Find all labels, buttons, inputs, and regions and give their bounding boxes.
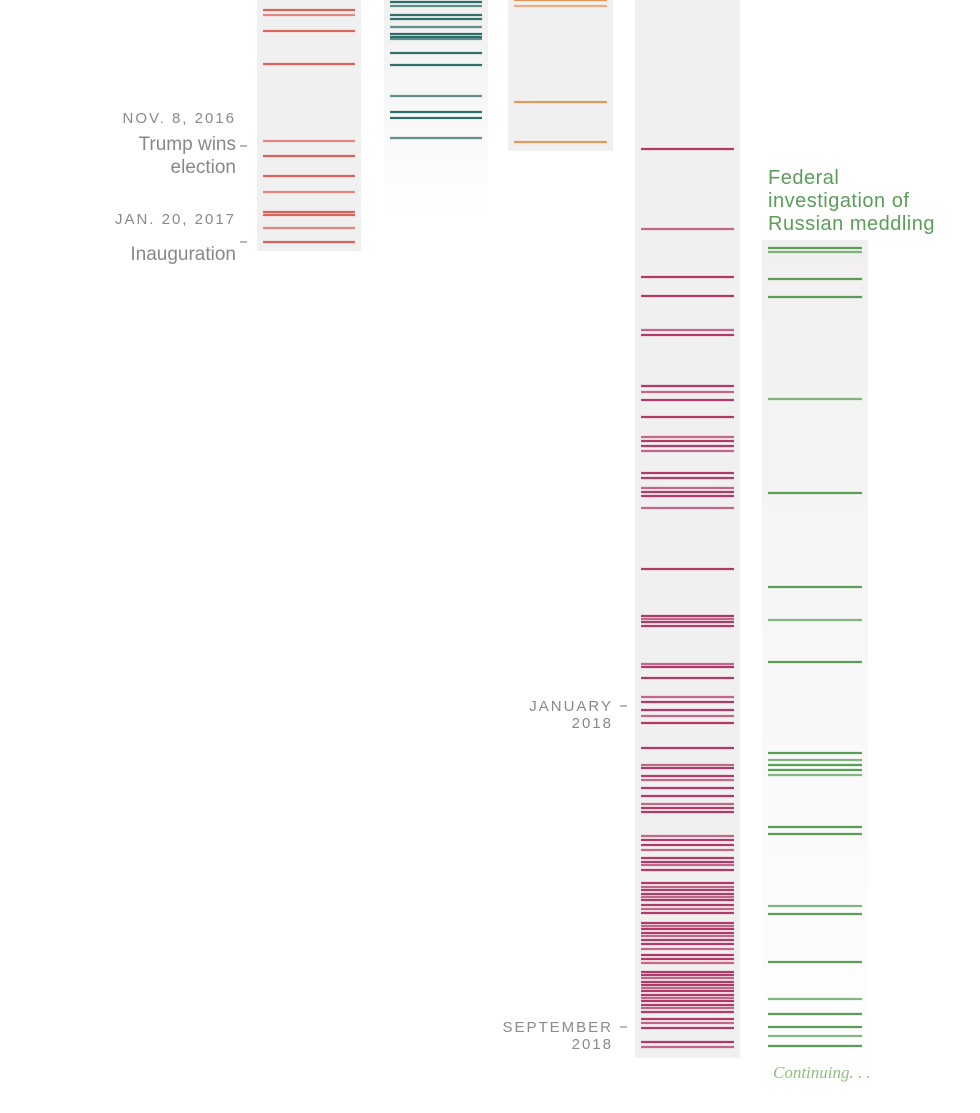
col-2: [384, 0, 488, 220]
labels-layer: JANUARY2018SEPTEMBER2018Federalinvestiga…: [115, 110, 935, 1082]
date-label-line1: SEPTEMBER: [502, 1019, 613, 1036]
col-3-background: [508, 0, 613, 151]
columns-layer: [257, 0, 868, 1104]
column-title-line: Russian meddling: [768, 213, 935, 235]
continuing-text: Continuing. . .: [773, 1063, 871, 1082]
column-title-line: Federal: [768, 167, 839, 189]
milestone-date: JAN. 20, 2017: [115, 211, 236, 228]
milestone: JAN. 20, 2017 Inauguration: [115, 211, 247, 265]
milestone-event: Trump wins: [139, 134, 236, 155]
col-4-background: [635, 0, 740, 1058]
milestone-event: Inauguration: [130, 244, 236, 265]
col-5: [762, 240, 868, 1104]
date-label-line2: 2018: [572, 1036, 613, 1053]
col-1-background: [257, 0, 361, 251]
col-4: [635, 0, 740, 1058]
date-label-line1: JANUARY: [529, 698, 613, 715]
col-1: [257, 0, 361, 251]
col-5-background: [762, 240, 868, 1104]
milestone-event: election: [171, 157, 237, 178]
col-3: [508, 0, 613, 151]
date-label-line2: 2018: [572, 715, 613, 732]
milestone-date: NOV. 8, 2016: [122, 110, 236, 127]
column-title-line: investigation of: [768, 190, 909, 212]
